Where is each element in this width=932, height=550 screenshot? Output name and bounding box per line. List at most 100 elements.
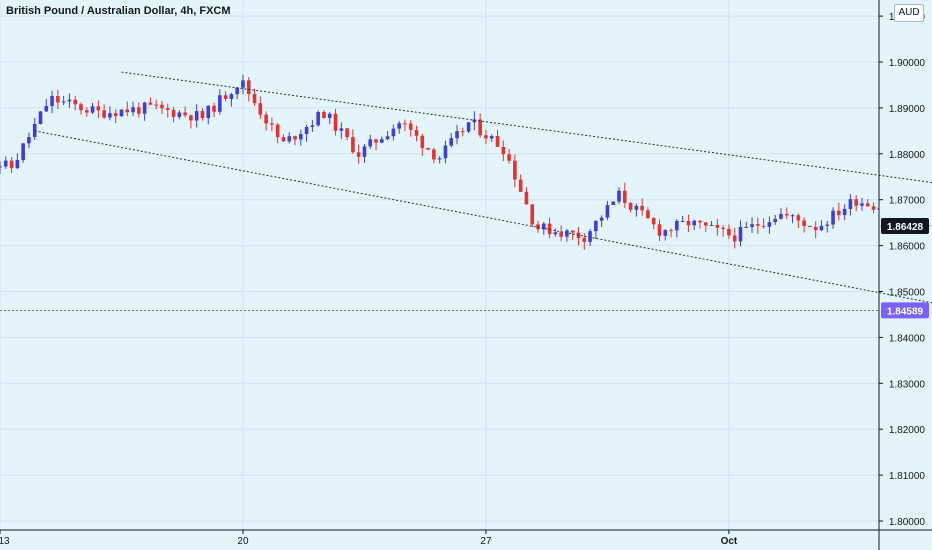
candle-body — [657, 224, 662, 236]
candle-body — [223, 95, 228, 100]
candle-body — [761, 225, 766, 227]
candle-body — [889, 209, 893, 210]
candle-body — [310, 125, 315, 127]
candle-body — [443, 145, 448, 159]
candle-body — [484, 135, 488, 139]
candle-body — [640, 205, 644, 211]
candle-body — [304, 126, 309, 135]
candle-body — [171, 109, 176, 117]
candle-body — [784, 213, 789, 216]
candle-body — [478, 119, 482, 136]
candle-body — [669, 230, 673, 232]
y-tick-label: 1.82000 — [889, 425, 926, 436]
chart-title: British Pound / Australian Dollar, 4h, F… — [6, 5, 231, 17]
price-tag-bg — [881, 217, 929, 234]
candle-body — [588, 231, 592, 242]
candle-body — [368, 139, 373, 147]
candle-body — [565, 230, 569, 237]
candle-body — [698, 220, 702, 223]
candle-body — [333, 113, 338, 131]
candle-body — [119, 109, 124, 117]
candle-body — [275, 124, 280, 138]
candle-body — [61, 101, 66, 103]
candle-body — [773, 218, 777, 223]
candle-body — [148, 102, 153, 105]
candle-body — [84, 110, 89, 113]
candle-body — [651, 218, 656, 225]
candle-body — [293, 136, 297, 140]
candle-body — [432, 149, 436, 160]
candle-body — [351, 137, 355, 153]
candle-body — [680, 220, 685, 222]
candles-group — [0, 74, 893, 250]
candle-body — [131, 107, 135, 113]
candle-body — [200, 111, 205, 119]
candle-body — [495, 136, 500, 147]
y-tick-label: 1.81000 — [889, 471, 926, 482]
candle-body — [825, 224, 830, 226]
candle-body — [663, 230, 668, 236]
y-tick-label: 1.83000 — [889, 379, 926, 390]
x-tick-label: Oct — [721, 536, 738, 547]
candle-body — [582, 238, 587, 242]
candle-body — [524, 191, 529, 205]
candle-body — [530, 204, 535, 225]
candle-body — [779, 213, 783, 219]
candle-body — [264, 114, 268, 124]
candle-body — [715, 224, 720, 228]
candle-body — [756, 224, 760, 226]
candle-body — [229, 94, 234, 100]
candle-body — [218, 95, 222, 112]
candle-body — [154, 104, 158, 106]
candle-body — [183, 112, 187, 116]
candle-body — [356, 152, 361, 157]
candle-body — [67, 99, 72, 102]
candle-body — [518, 179, 523, 192]
candle-body — [0, 166, 2, 168]
candle-body — [194, 111, 199, 121]
candle-body — [466, 122, 471, 132]
candle-body — [449, 138, 454, 146]
y-tick-label: 1.87000 — [889, 196, 926, 207]
candle-body — [865, 203, 870, 207]
candle-body — [617, 190, 621, 202]
candle-body — [79, 104, 83, 111]
candle-body — [426, 147, 430, 150]
candle-body — [102, 110, 106, 118]
candle-body — [96, 106, 101, 111]
candle-body — [252, 94, 257, 104]
candle-body — [56, 96, 60, 103]
candle-body — [461, 131, 465, 133]
candle-body — [327, 113, 332, 118]
candle-body — [513, 160, 517, 180]
candle-body — [414, 129, 419, 136]
y-tick-label: 1.84000 — [889, 333, 926, 344]
candle-body — [727, 228, 731, 236]
currency-badge[interactable]: AUD — [894, 4, 924, 22]
candle-body — [177, 112, 182, 117]
candle-body — [790, 215, 795, 217]
candle-body — [848, 199, 853, 209]
candle-body — [860, 203, 864, 206]
candle-body — [3, 160, 8, 167]
candle-body — [44, 106, 49, 112]
candle-body — [455, 131, 459, 139]
candle-body — [235, 87, 239, 95]
y-tick-label: 1.80000 — [889, 517, 926, 528]
candle-body — [15, 160, 20, 169]
candle-body — [258, 103, 263, 115]
candle-body — [21, 143, 25, 161]
candle-body — [27, 136, 31, 144]
candle-body — [813, 226, 818, 231]
candle-body — [634, 205, 639, 210]
candle-body — [599, 217, 604, 221]
candle-body — [738, 227, 743, 242]
candle-body — [732, 235, 737, 242]
candle-body — [212, 105, 216, 112]
candle-body — [299, 134, 303, 140]
candle-body — [160, 104, 164, 109]
candle-body — [420, 135, 425, 148]
candle-body — [854, 199, 858, 206]
y-tick-label: 1.89000 — [889, 104, 926, 115]
